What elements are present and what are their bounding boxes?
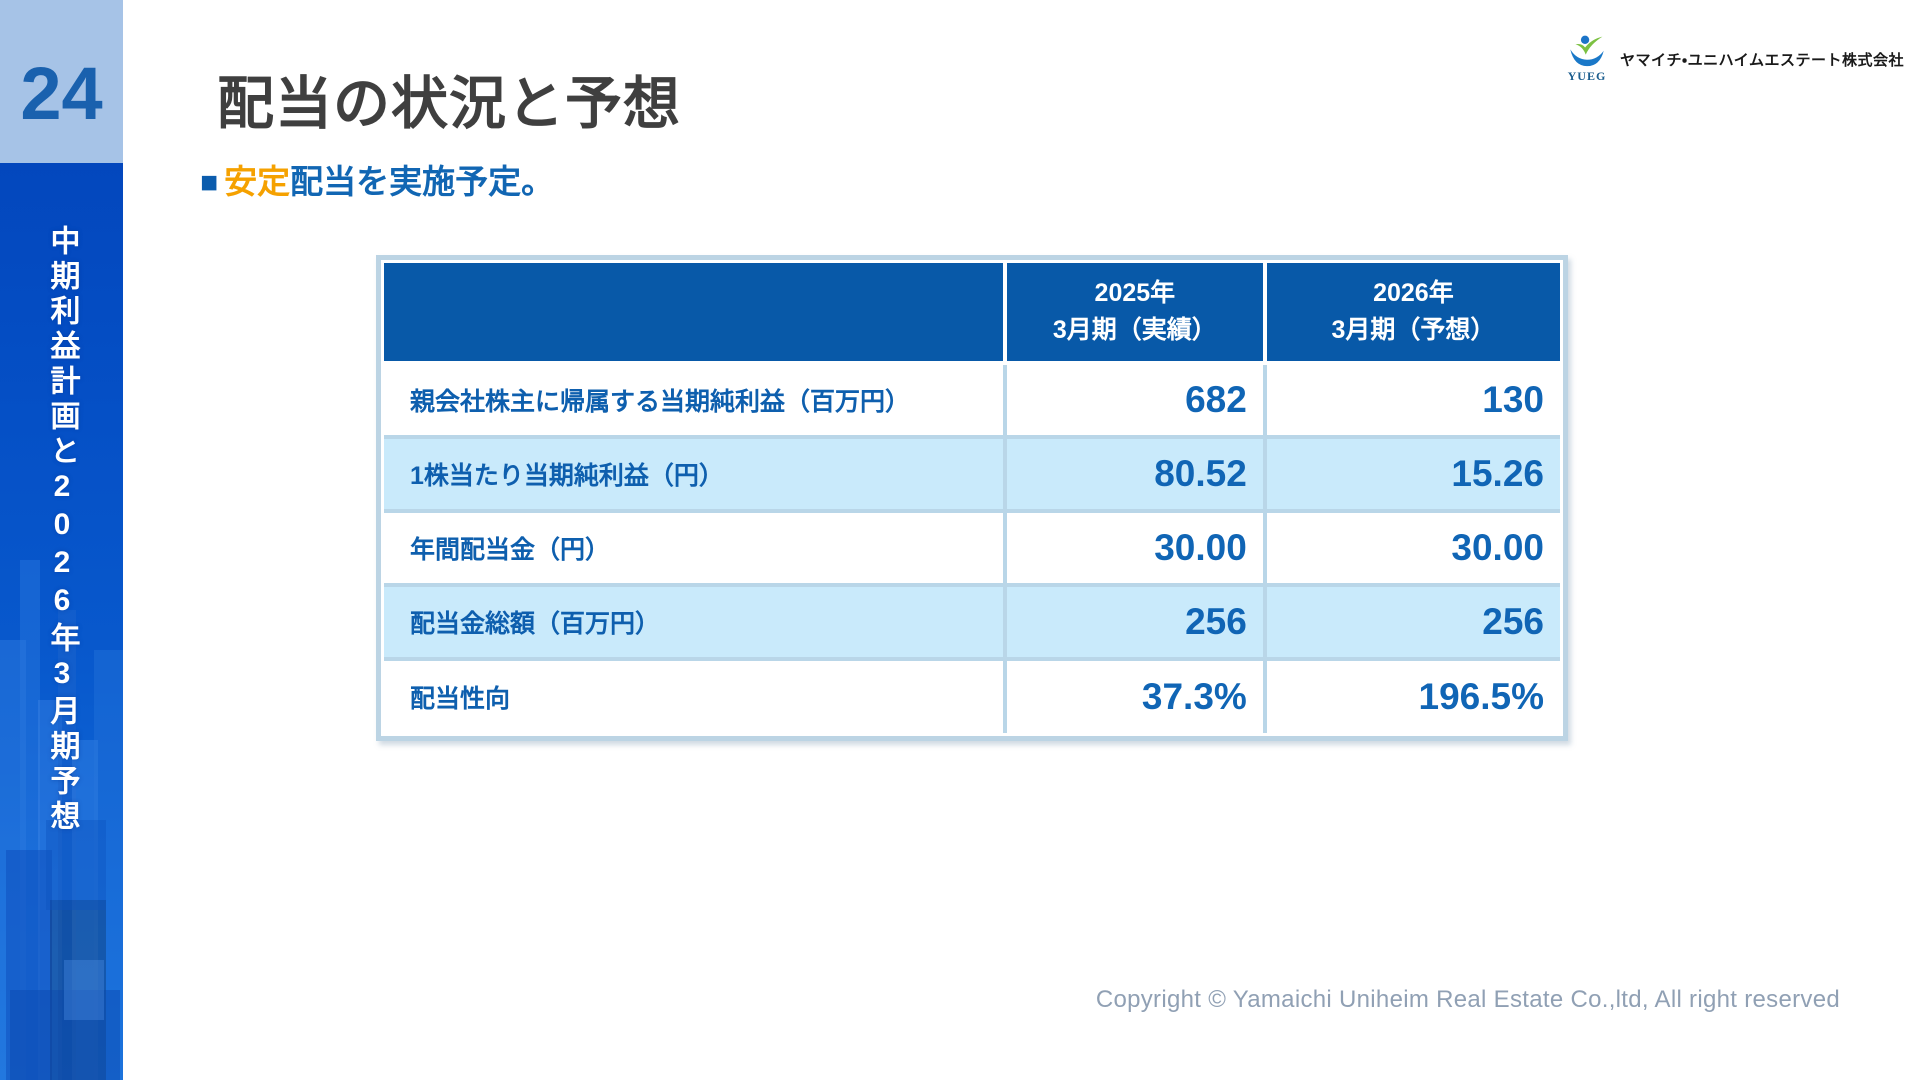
company-logo: YUEG ヤマイチ・ユニハイムエステート株式会社 <box>1564 34 1904 84</box>
header-fy2025: 2025年 3月期（実績） <box>1002 263 1265 363</box>
table-row: 年間配当金（円） 30.00 30.00 <box>384 509 1560 585</box>
dividend-table: 2025年 3月期（実績） 2026年 3月期（予想） 親会社株主に帰属する当期… <box>376 255 1568 741</box>
header-fy2026-period: 3月期（予想） <box>1331 316 1496 344</box>
sidebar-vertical-title: 中期利益計画と2026年3月期予想 <box>45 225 79 835</box>
row-value-fy2026: 256 <box>1262 583 1560 659</box>
header-fy2025-year: 2025年 <box>1094 278 1176 307</box>
table-row: 親会社株主に帰属する当期純利益（百万円） 682 130 <box>384 361 1560 437</box>
row-value-fy2025: 37.3% <box>1002 657 1265 733</box>
table-row: 配当性向 37.3% 196.5% <box>384 657 1560 733</box>
logo-yueg-text: YUEG <box>1567 69 1607 83</box>
header-fy2026: 2026年 3月期（予想） <box>1262 263 1560 363</box>
table-header-row: 2025年 3月期（実績） 2026年 3月期（予想） <box>384 263 1560 363</box>
row-value-fy2026: 30.00 <box>1262 509 1560 585</box>
page-title: 配当の状況と予想 <box>217 72 681 136</box>
row-label: 配当金総額（百万円） <box>384 583 1005 659</box>
logo-mark: YUEG <box>1564 34 1610 84</box>
square-bullet-icon: ■ <box>200 165 219 199</box>
header-blank-cell <box>384 263 1005 363</box>
header-fy2025-period: 3月期（実績） <box>1052 316 1217 344</box>
row-value-fy2026: 15.26 <box>1262 435 1560 511</box>
page-number: 24 <box>20 51 103 135</box>
cityscape-graphic <box>0 560 123 1080</box>
lead-text: 配当を実施予定。 <box>290 163 555 200</box>
row-value-fy2025: 30.00 <box>1002 509 1265 585</box>
row-label: 1株当たり当期純利益（円） <box>384 435 1005 511</box>
row-label: 年間配当金（円） <box>384 509 1005 585</box>
row-label: 配当性向 <box>384 657 1005 733</box>
row-value-fy2025: 682 <box>1002 361 1265 437</box>
copyright-text: Copyright © Yamaichi Uniheim Real Estate… <box>1095 986 1840 1013</box>
row-value-fy2025: 80.52 <box>1002 435 1265 511</box>
yueg-logo-icon <box>1570 35 1604 67</box>
page-number-badge: 24 <box>0 0 123 163</box>
sidebar: 24 中期利益計画と2026年3月期予想 <box>0 0 123 1080</box>
lead-highlight: 安定 <box>224 163 291 200</box>
header-fy2026-year: 2026年 <box>1373 278 1454 307</box>
row-value-fy2026: 196.5% <box>1262 657 1560 733</box>
row-value-fy2025: 256 <box>1002 583 1265 659</box>
row-label: 親会社株主に帰属する当期純利益（百万円） <box>384 361 1005 437</box>
table-row: 配当金総額（百万円） 256 256 <box>384 583 1560 659</box>
row-value-fy2026: 130 <box>1262 361 1560 437</box>
lead-sentence: ■ 安定 配当を実施予定。 <box>200 163 555 200</box>
table-row: 1株当たり当期純利益（円） 80.52 15.26 <box>384 435 1560 511</box>
sidebar-body: 中期利益計画と2026年3月期予想 <box>0 163 123 1080</box>
company-name: ヤマイチ・ユニハイムエステート株式会社 <box>1619 51 1904 69</box>
